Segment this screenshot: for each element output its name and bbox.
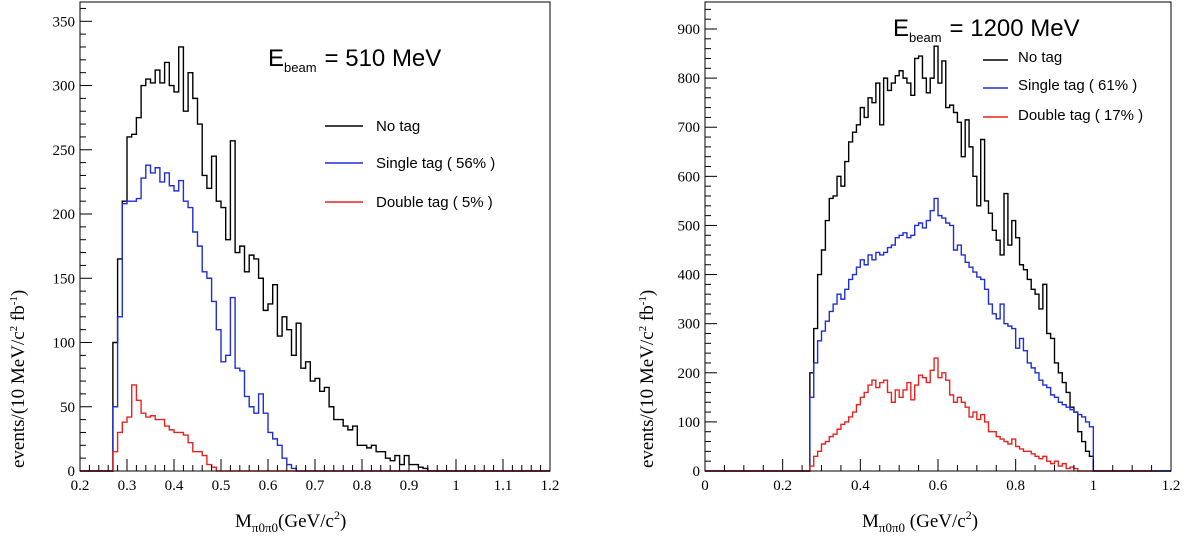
- y-tick-label: 300: [53, 79, 76, 95]
- ebeam-label: Ebeam = 1200 MeV: [893, 15, 1080, 45]
- y-tick-label: 800: [678, 71, 701, 87]
- x-axis-label: Mπ0π0 (GeV/c2): [862, 508, 978, 535]
- x-tick-label: 1: [452, 478, 460, 494]
- x-tick-label: 0.4: [165, 478, 184, 494]
- y-tick-label: 500: [678, 218, 701, 234]
- x-tick-label: 1.1: [494, 478, 513, 494]
- y-tick-label: 600: [678, 169, 701, 185]
- y-tick-label: 400: [678, 268, 701, 284]
- x-tick-label: 0.4: [851, 478, 870, 494]
- y-tick-label: 0: [693, 464, 701, 480]
- x-tick-label: 0.8: [353, 478, 372, 494]
- legend-label-single-tag: Single tag ( 56% ): [376, 155, 495, 172]
- histogram-single-tag: [705, 197, 1171, 472]
- legend-label-no-tag: No tag: [376, 118, 420, 135]
- x-tick-label: 0.2: [71, 478, 90, 494]
- x-tick-label: 0.7: [306, 478, 325, 494]
- x-tick-label: 1.2: [1162, 478, 1181, 494]
- y-tick-label: 150: [53, 271, 76, 287]
- legend-label-single-tag: Single tag ( 61% ): [1018, 77, 1137, 94]
- x-tick-label: 0.3: [118, 478, 137, 494]
- histogram-double-tag: [705, 357, 1156, 472]
- y-tick-label: 250: [53, 143, 76, 159]
- legend: No tag Single tag ( 56% ) Double tag ( 5…: [325, 118, 495, 211]
- x-tick-label: 0.5: [212, 478, 231, 494]
- y-tick-label: 200: [678, 366, 701, 382]
- histogram-no-tag: [80, 46, 550, 472]
- x-tick-label: 1.2: [541, 478, 560, 494]
- y-tick-label: 200: [53, 207, 76, 223]
- y-tick-label: 700: [678, 120, 701, 136]
- y-tick-label: 100: [678, 415, 701, 431]
- y-tick-label: 900: [678, 22, 701, 38]
- histogram-double-tag: [80, 384, 550, 472]
- ebeam-label: Ebeam = 510 MeV: [268, 45, 441, 75]
- x-tick-label: 0: [701, 478, 709, 494]
- chart-right: 0 0.2 0.4 0.6 0.8 1 1.2 0 100 200 300 400 500 600 700 8…: [637, 1, 1181, 535]
- x-tick-label: 0.9: [400, 478, 419, 494]
- y-tick-label: 350: [53, 14, 76, 30]
- histogram-single-tag: [80, 164, 550, 472]
- y-axis-label: events/(10 MeV/c2 fb-1): [8, 290, 29, 468]
- y-tick-label: 100: [53, 336, 76, 352]
- y-tick-label: 50: [60, 400, 75, 416]
- chart-left: 0.2 0.3 0.4 0.5 0.6 0.7 0.8 0.9 1 1.1 1.2 0 50 100 150…: [8, 1, 560, 535]
- legend: No tag Single tag ( 61% ) Double tag ( 1…: [983, 49, 1143, 124]
- legend-label-double-tag: Double tag ( 17% ): [1018, 107, 1143, 124]
- x-tick-label: 0.2: [773, 478, 792, 494]
- legend-label-double-tag: Double tag ( 5% ): [376, 194, 493, 211]
- x-tick-label: 0.8: [1006, 478, 1025, 494]
- y-tick-label: 0: [68, 464, 76, 480]
- x-tick-label: 0.6: [929, 478, 948, 494]
- x-tick-label: 1: [1090, 478, 1098, 494]
- y-tick-label: 300: [678, 317, 701, 333]
- x-tick-label: 0.6: [259, 478, 278, 494]
- x-axis-label: Mπ0π0(GeV/c2): [235, 508, 346, 535]
- legend-label-no-tag: No tag: [1018, 49, 1062, 66]
- y-axis-label: events/(10 MeV/c2 fb-1): [637, 290, 658, 468]
- histogram-no-tag: [705, 45, 1171, 472]
